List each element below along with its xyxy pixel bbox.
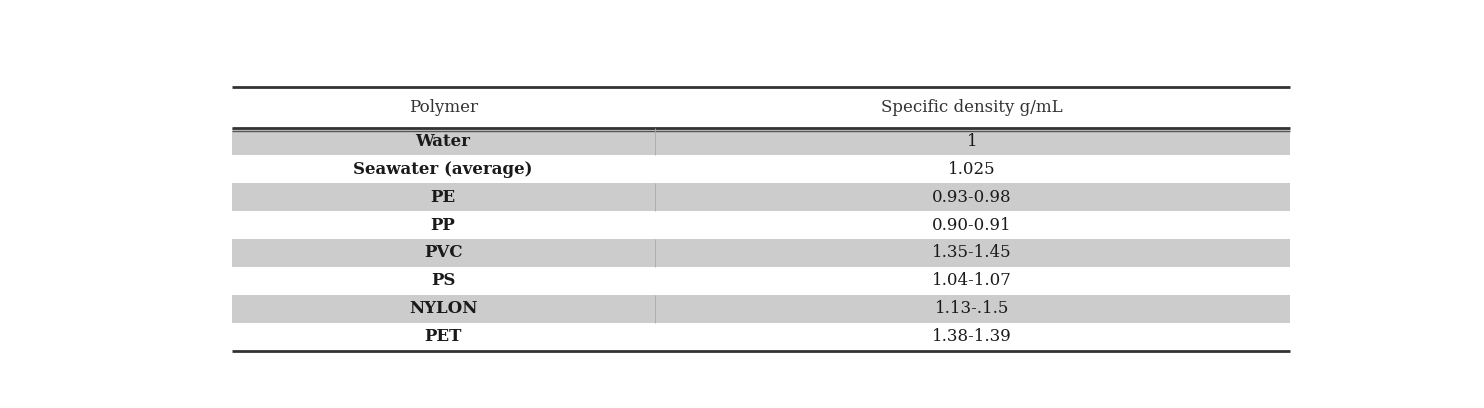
Text: PS: PS [430, 273, 456, 289]
Text: 1.13-.1.5: 1.13-.1.5 [935, 300, 1009, 317]
Text: PP: PP [430, 217, 456, 234]
Text: 1: 1 [968, 133, 978, 150]
Text: Polymer: Polymer [408, 99, 478, 115]
Text: 1.025: 1.025 [948, 161, 996, 178]
Bar [232, 183, 1290, 211]
Text: Seawater (average): Seawater (average) [353, 161, 533, 178]
Text: 0.93-0.98: 0.93-0.98 [932, 189, 1012, 206]
Bar [232, 295, 1290, 323]
Text: 1.35-1.45: 1.35-1.45 [932, 244, 1012, 262]
Text: Water: Water [416, 133, 470, 150]
Bar [232, 128, 1290, 155]
Text: Specific density g/mL: Specific density g/mL [881, 99, 1063, 115]
Bar [232, 155, 1290, 183]
Text: PE: PE [430, 189, 456, 206]
Bar [232, 323, 1290, 350]
Text: 1.04-1.07: 1.04-1.07 [932, 273, 1012, 289]
Text: 0.90-0.91: 0.90-0.91 [932, 217, 1012, 234]
Text: 1.38-1.39: 1.38-1.39 [932, 328, 1012, 345]
Bar [232, 211, 1290, 239]
Text: NYLON: NYLON [410, 300, 478, 317]
Text: PVC: PVC [424, 244, 463, 262]
Bar [232, 239, 1290, 267]
Text: PET: PET [424, 328, 462, 345]
Bar [232, 267, 1290, 295]
